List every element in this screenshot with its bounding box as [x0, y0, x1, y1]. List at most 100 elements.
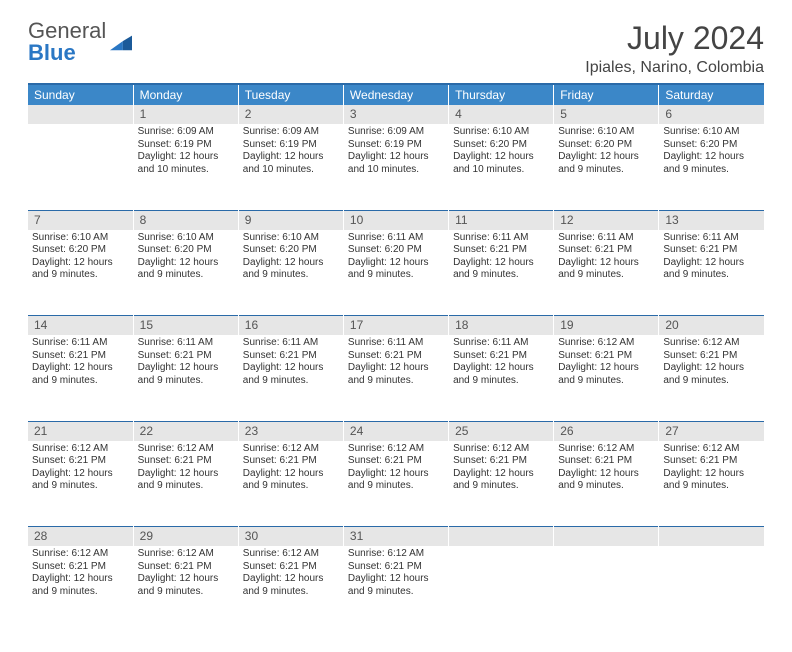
day-detail-line: Sunset: 6:21 PM — [348, 455, 444, 468]
day-detail-line: Daylight: 12 hours — [558, 257, 654, 270]
day-detail-text: Sunrise: 6:10 AMSunset: 6:20 PMDaylight:… — [558, 124, 654, 176]
day-detail-text: Sunrise: 6:12 AMSunset: 6:21 PMDaylight:… — [663, 335, 760, 387]
day-detail-line: Daylight: 12 hours — [138, 573, 234, 586]
logo-mark-icon — [110, 33, 132, 51]
day-number-cell: 31 — [343, 527, 448, 547]
day-content-row: Sunrise: 6:12 AMSunset: 6:21 PMDaylight:… — [28, 546, 764, 632]
day-detail-text: Sunrise: 6:11 AMSunset: 6:21 PMDaylight:… — [663, 230, 760, 282]
day-detail-text: Sunrise: 6:10 AMSunset: 6:20 PMDaylight:… — [32, 230, 129, 282]
logo-text: General Blue — [28, 20, 106, 64]
day-detail-line: and 9 minutes. — [453, 480, 549, 493]
day-detail-line: Daylight: 12 hours — [243, 362, 339, 375]
day-number-cell: 16 — [238, 316, 343, 336]
day-detail-line: Sunrise: 6:12 AM — [558, 443, 654, 456]
weekday-header: Friday — [554, 84, 659, 105]
header: General Blue July 2024 Ipiales, Narino, … — [28, 20, 764, 77]
day-detail-line: and 9 minutes. — [558, 375, 654, 388]
calendar-table: Sunday Monday Tuesday Wednesday Thursday… — [28, 83, 764, 632]
day-detail-line: Sunrise: 6:11 AM — [663, 232, 760, 245]
day-detail-line: Sunrise: 6:12 AM — [138, 443, 234, 456]
day-number-cell: 24 — [343, 421, 448, 441]
day-detail-line: and 9 minutes. — [32, 480, 129, 493]
weekday-header: Monday — [133, 84, 238, 105]
day-content-row: Sunrise: 6:12 AMSunset: 6:21 PMDaylight:… — [28, 441, 764, 527]
day-number-cell: 10 — [343, 210, 448, 230]
day-detail-line: and 9 minutes. — [663, 164, 760, 177]
day-detail-line: Sunset: 6:21 PM — [243, 455, 339, 468]
day-detail-line: Sunset: 6:21 PM — [453, 455, 549, 468]
day-detail-line: Daylight: 12 hours — [138, 362, 234, 375]
day-detail-line: and 9 minutes. — [138, 480, 234, 493]
day-detail-line: Sunrise: 6:12 AM — [348, 443, 444, 456]
day-number-cell: 15 — [133, 316, 238, 336]
day-detail-line: Sunrise: 6:09 AM — [138, 126, 234, 139]
day-detail-line: and 9 minutes. — [663, 375, 760, 388]
day-detail-line: and 9 minutes. — [663, 480, 760, 493]
day-number-cell: 28 — [28, 527, 133, 547]
day-detail-line: Sunrise: 6:12 AM — [348, 548, 444, 561]
day-detail-line: and 9 minutes. — [558, 164, 654, 177]
day-content-cell: Sunrise: 6:11 AMSunset: 6:20 PMDaylight:… — [343, 230, 448, 316]
day-detail-line: Daylight: 12 hours — [558, 362, 654, 375]
day-content-cell: Sunrise: 6:11 AMSunset: 6:21 PMDaylight:… — [554, 230, 659, 316]
day-content-cell: Sunrise: 6:10 AMSunset: 6:20 PMDaylight:… — [133, 230, 238, 316]
day-detail-line: and 9 minutes. — [243, 375, 339, 388]
day-detail-line: Sunrise: 6:12 AM — [663, 337, 760, 350]
day-detail-text — [32, 124, 129, 126]
day-detail-line: Sunset: 6:21 PM — [138, 455, 234, 468]
day-detail-line: and 9 minutes. — [138, 269, 234, 282]
day-detail-line: Daylight: 12 hours — [243, 468, 339, 481]
day-detail-line: Sunrise: 6:11 AM — [348, 337, 444, 350]
day-detail-line: and 9 minutes. — [558, 269, 654, 282]
day-detail-line: Daylight: 12 hours — [348, 573, 444, 586]
day-number-cell: 18 — [449, 316, 554, 336]
day-detail-text: Sunrise: 6:11 AMSunset: 6:21 PMDaylight:… — [138, 335, 234, 387]
day-detail-line: Sunrise: 6:12 AM — [663, 443, 760, 456]
day-number-cell: 12 — [554, 210, 659, 230]
day-detail-line: Sunrise: 6:12 AM — [138, 548, 234, 561]
day-detail-text: Sunrise: 6:11 AMSunset: 6:21 PMDaylight:… — [32, 335, 129, 387]
day-detail-text: Sunrise: 6:12 AMSunset: 6:21 PMDaylight:… — [558, 335, 654, 387]
day-detail-line: and 9 minutes. — [348, 586, 444, 599]
day-number-cell: 29 — [133, 527, 238, 547]
day-detail-line: Sunrise: 6:11 AM — [32, 337, 129, 350]
day-detail-text — [558, 546, 654, 548]
day-detail-text: Sunrise: 6:12 AMSunset: 6:21 PMDaylight:… — [348, 546, 444, 598]
day-number-cell: 13 — [659, 210, 764, 230]
day-detail-line: Sunset: 6:19 PM — [243, 139, 339, 152]
day-detail-line: and 9 minutes. — [348, 480, 444, 493]
day-detail-text: Sunrise: 6:11 AMSunset: 6:21 PMDaylight:… — [243, 335, 339, 387]
day-content-cell: Sunrise: 6:12 AMSunset: 6:21 PMDaylight:… — [659, 335, 764, 421]
day-detail-line: Sunrise: 6:11 AM — [138, 337, 234, 350]
day-detail-line: Sunrise: 6:12 AM — [558, 337, 654, 350]
calendar-body: 123456Sunrise: 6:09 AMSunset: 6:19 PMDay… — [28, 105, 764, 632]
day-content-row: Sunrise: 6:11 AMSunset: 6:21 PMDaylight:… — [28, 335, 764, 421]
day-number-cell: 6 — [659, 105, 764, 124]
day-content-cell — [28, 124, 133, 210]
day-detail-line: Sunset: 6:20 PM — [243, 244, 339, 257]
day-content-cell — [449, 546, 554, 632]
day-detail-text: Sunrise: 6:09 AMSunset: 6:19 PMDaylight:… — [138, 124, 234, 176]
day-number-row: 78910111213 — [28, 210, 764, 230]
day-detail-line: Sunrise: 6:11 AM — [558, 232, 654, 245]
day-detail-text: Sunrise: 6:09 AMSunset: 6:19 PMDaylight:… — [243, 124, 339, 176]
day-detail-line: Daylight: 12 hours — [348, 468, 444, 481]
day-detail-line: Daylight: 12 hours — [663, 151, 760, 164]
day-number-row: 21222324252627 — [28, 421, 764, 441]
day-content-cell: Sunrise: 6:12 AMSunset: 6:21 PMDaylight:… — [554, 335, 659, 421]
day-detail-line: and 9 minutes. — [32, 375, 129, 388]
day-detail-line: Daylight: 12 hours — [243, 151, 339, 164]
day-detail-line: Sunset: 6:20 PM — [453, 139, 549, 152]
day-detail-line: Daylight: 12 hours — [663, 362, 760, 375]
day-number-cell: 20 — [659, 316, 764, 336]
day-detail-text: Sunrise: 6:12 AMSunset: 6:21 PMDaylight:… — [558, 441, 654, 493]
day-content-cell: Sunrise: 6:10 AMSunset: 6:20 PMDaylight:… — [449, 124, 554, 210]
day-detail-line: Sunset: 6:21 PM — [348, 561, 444, 574]
day-detail-line: and 9 minutes. — [243, 269, 339, 282]
day-detail-text: Sunrise: 6:12 AMSunset: 6:21 PMDaylight:… — [663, 441, 760, 493]
day-detail-line: Sunrise: 6:10 AM — [558, 126, 654, 139]
day-detail-line: Daylight: 12 hours — [348, 257, 444, 270]
day-detail-line: Sunrise: 6:12 AM — [32, 548, 129, 561]
day-detail-line: Sunset: 6:21 PM — [348, 350, 444, 363]
day-content-row: Sunrise: 6:09 AMSunset: 6:19 PMDaylight:… — [28, 124, 764, 210]
